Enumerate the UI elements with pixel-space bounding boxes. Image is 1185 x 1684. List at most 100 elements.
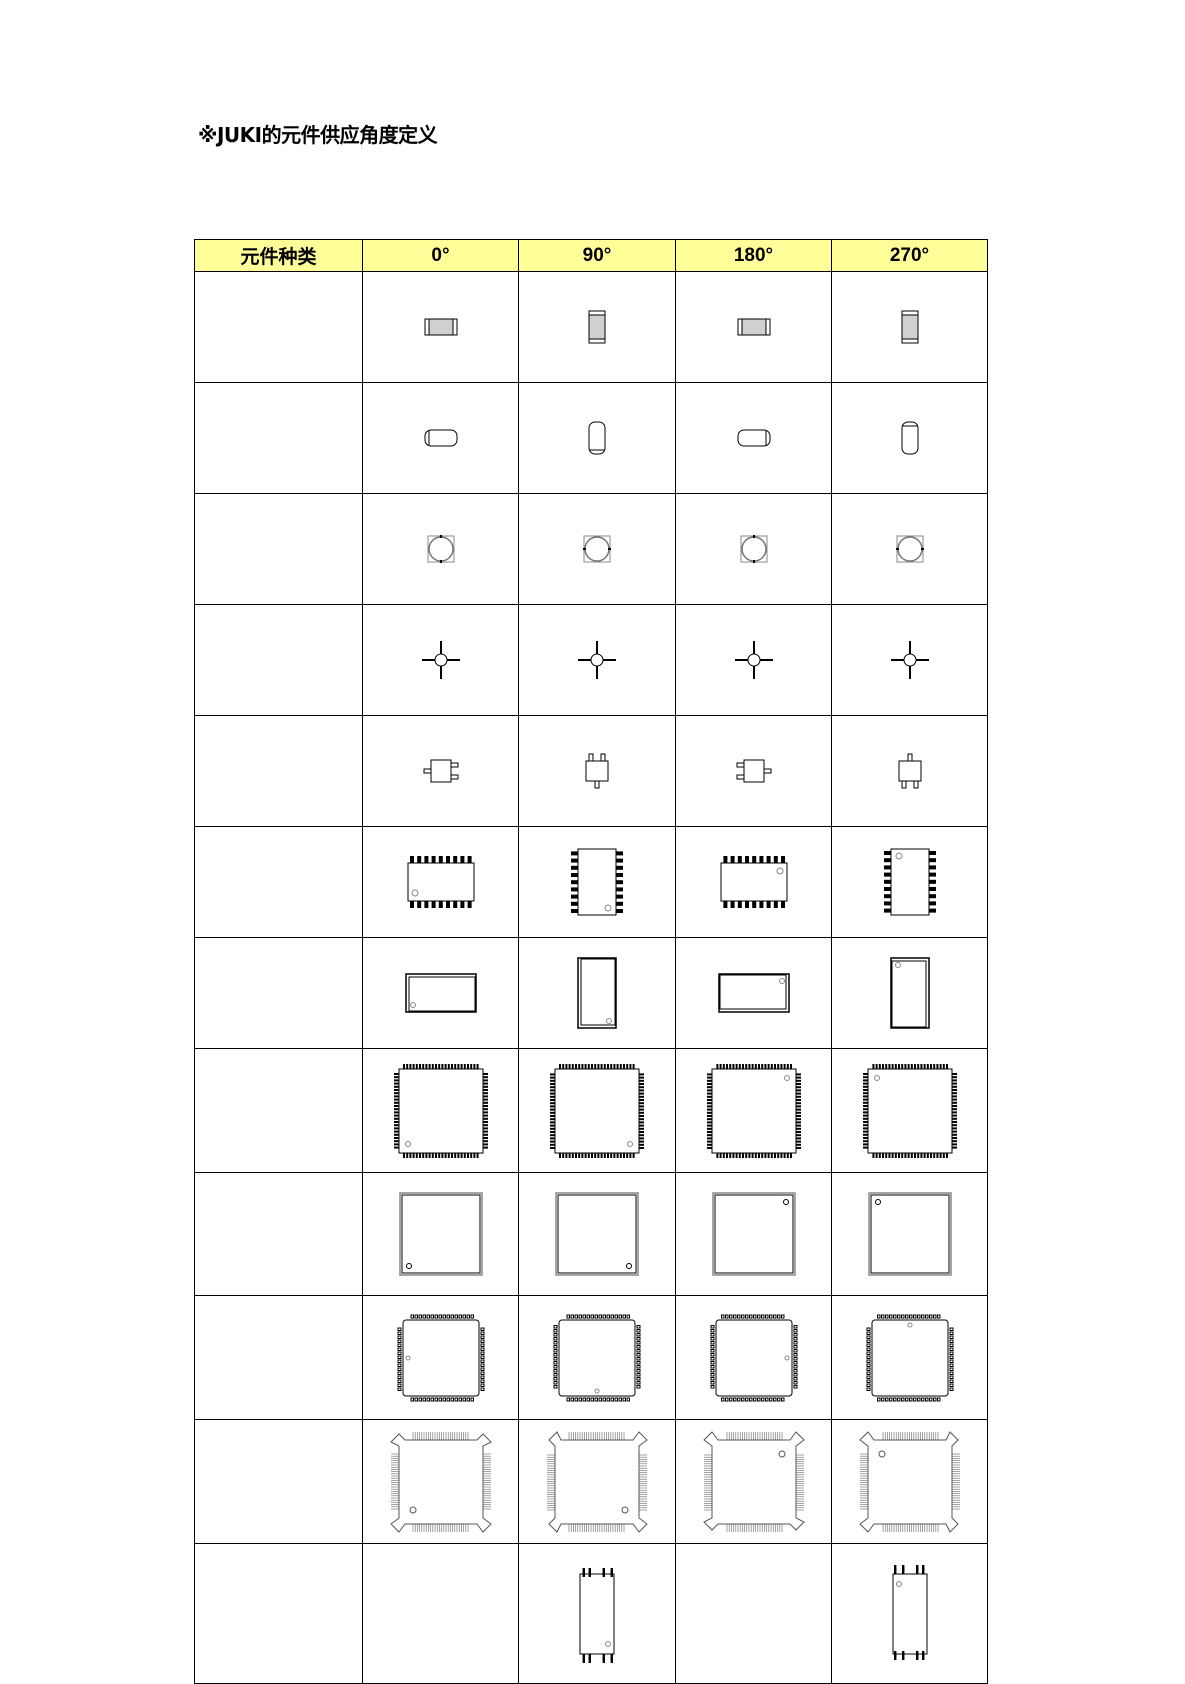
angle-cell-0 (362, 1419, 519, 1544)
qfp-ic-icon (550, 1063, 644, 1158)
angle-cell-270 (831, 1419, 988, 1544)
angle-cell-180 (675, 937, 832, 1049)
angle-cell-0 (362, 1543, 519, 1684)
angle-cell-180 (675, 1172, 832, 1296)
power-inductor-icon (895, 535, 924, 563)
sop-ic-icon (571, 848, 623, 916)
angle-cell-90 (518, 1295, 676, 1420)
component-type-cell (194, 826, 363, 938)
chip-component-icon (424, 318, 457, 336)
page-title: ※JUKI的元件供应角度定义 (198, 123, 438, 147)
angle-cell-180 (675, 1295, 832, 1420)
qfn-ic-icon (710, 1314, 797, 1401)
melf-component-icon (901, 421, 918, 455)
angle-cell-90 (518, 1048, 676, 1173)
table-row (194, 1295, 988, 1420)
table-row (194, 937, 988, 1049)
angle-cell-90 (518, 604, 676, 716)
angle-cell-180 (675, 1419, 832, 1544)
angle-cell-90 (518, 937, 676, 1049)
header-0deg: 0° (362, 239, 519, 272)
angle-cell-270 (831, 1295, 988, 1420)
qfp-ic-icon (393, 1063, 488, 1158)
angle-cell-270 (831, 937, 988, 1049)
sot-component-icon (736, 759, 771, 783)
table-row (194, 271, 988, 383)
melf-component-icon (588, 421, 606, 455)
bga-ic-icon (711, 1192, 796, 1276)
four-lead-transistor-icon (578, 641, 616, 679)
four-lead-transistor-icon (734, 641, 773, 679)
angle-cell-0 (362, 1172, 519, 1296)
component-type-cell (194, 604, 363, 716)
qfp-ic-icon (862, 1063, 957, 1158)
chip-component-icon (901, 310, 918, 344)
angle-cell-270 (831, 604, 988, 716)
angle-cell-270 (831, 715, 988, 827)
table-row (194, 493, 988, 605)
bumpered-qfp-icon (547, 1430, 648, 1533)
angle-cell-0 (362, 715, 519, 827)
angle-cell-180 (675, 1048, 832, 1173)
angle-cell-0 (362, 826, 519, 938)
angle-cell-270 (831, 1172, 988, 1296)
component-type-cell (194, 1295, 363, 1420)
table-row (194, 715, 988, 827)
bumpered-qfp-icon (702, 1430, 805, 1532)
soj-ic-icon (577, 957, 617, 1029)
bga-ic-icon (555, 1192, 639, 1276)
angle-cell-90 (518, 1172, 676, 1296)
component-type-cell (194, 382, 363, 494)
header-270deg: 270° (831, 239, 988, 272)
angle-cell-270 (831, 1048, 988, 1173)
bumpered-qfp-icon (389, 1431, 492, 1533)
angle-cell-270 (831, 826, 988, 938)
bumpered-qfp-icon (858, 1430, 960, 1533)
sop-ic-icon (720, 856, 787, 908)
component-type-cell (194, 715, 363, 827)
angle-cell-0 (362, 604, 519, 716)
angle-cell-0 (362, 1048, 519, 1173)
sot-component-icon (423, 759, 458, 783)
angle-cell-180 (675, 382, 832, 494)
angle-cell-180 (675, 271, 832, 383)
qfn-ic-icon (397, 1314, 484, 1401)
angle-cell-90 (518, 493, 676, 605)
angle-cell-270 (831, 1543, 988, 1684)
four-lead-transistor-icon (890, 641, 929, 679)
component-type-cell (194, 937, 363, 1049)
power-inductor-icon (427, 535, 454, 563)
chip-component-icon (737, 318, 770, 336)
component-angle-table: 元件种类 0° 90° 180° 270° (194, 239, 988, 1684)
tsop-ic-icon (579, 1567, 615, 1663)
table-row (194, 604, 988, 716)
angle-cell-180 (675, 826, 832, 938)
angle-cell-90 (518, 1543, 676, 1684)
angle-cell-270 (831, 271, 988, 383)
header-180deg: 180° (675, 239, 832, 272)
table-row (194, 826, 988, 938)
four-lead-transistor-icon (421, 641, 460, 679)
component-type-cell (194, 1543, 363, 1684)
table-row (194, 1048, 988, 1173)
chip-component-icon (588, 310, 606, 344)
angle-cell-0 (362, 382, 519, 494)
angle-cell-90 (518, 715, 676, 827)
angle-cell-90 (518, 382, 676, 494)
soj-ic-icon (717, 973, 790, 1013)
angle-cell-90 (518, 1419, 676, 1544)
angle-cell-180 (675, 715, 832, 827)
angle-cell-0 (362, 1295, 519, 1420)
component-type-cell (194, 493, 363, 605)
sop-ic-icon (407, 856, 474, 908)
sot-component-icon (898, 753, 921, 789)
tsop-ic-icon (892, 1564, 927, 1660)
table-row (194, 1419, 988, 1544)
soj-ic-icon (889, 957, 930, 1029)
component-type-cell (194, 1172, 363, 1296)
soj-ic-icon (404, 973, 477, 1013)
angle-cell-0 (362, 271, 519, 383)
qfp-ic-icon (706, 1063, 801, 1158)
component-type-cell (194, 271, 363, 383)
table-row (194, 1543, 988, 1684)
